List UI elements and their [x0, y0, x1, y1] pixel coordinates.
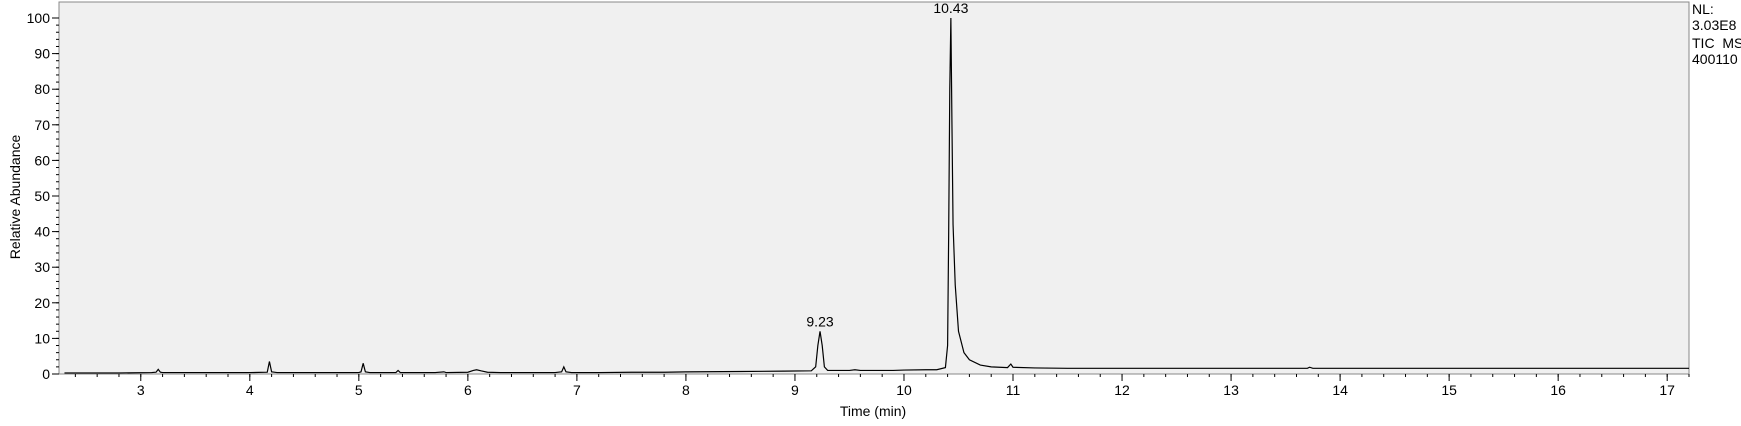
- nl-label: NL:: [1692, 1, 1714, 17]
- y-tick-label: 20: [34, 295, 50, 311]
- side-info-panel: NL: 3.03E8 TIC MS 400110: [1692, 1, 1741, 67]
- y-tick-label: 30: [34, 259, 50, 275]
- y-tick-label: 10: [34, 330, 50, 346]
- x-tick-label: 14: [1332, 382, 1348, 398]
- scan-filter: TIC MS: [1692, 35, 1741, 51]
- x-tick-label: 13: [1223, 382, 1239, 398]
- x-tick-label: 10: [896, 382, 912, 398]
- y-tick-label: 80: [34, 81, 50, 97]
- y-tick-label: 60: [34, 152, 50, 168]
- x-tick-label: 9: [791, 382, 799, 398]
- x-tick-label: 4: [246, 382, 254, 398]
- x-axis: 3 4 5 6 7 8 9 10 11 12 13 14 15 16 17: [137, 374, 1675, 398]
- x-tick-label: 6: [464, 382, 472, 398]
- x-axis-title: Time (min): [840, 403, 906, 419]
- y-axis-title: Relative Abundance: [7, 135, 23, 260]
- y-tick-label: 70: [34, 117, 50, 133]
- nl-value: 3.03E8: [1692, 17, 1737, 33]
- plot-area: [58, 1, 1690, 375]
- x-tick-label: 3: [137, 382, 145, 398]
- file-id: 400110: [1692, 51, 1738, 67]
- x-tick-label: 15: [1441, 382, 1457, 398]
- y-tick-label: 50: [34, 188, 50, 204]
- y-axis: 0 10 20 30 40 50 60 70 80 90 100: [27, 10, 59, 382]
- y-tick-label: 100: [27, 10, 51, 26]
- x-tick-label: 8: [682, 382, 690, 398]
- x-tick-label: 16: [1550, 382, 1566, 398]
- peak-label: 10.43: [933, 0, 968, 16]
- x-tick-label: 7: [573, 382, 581, 398]
- x-tick-label: 11: [1006, 382, 1021, 398]
- tic-trace-line: [64, 17, 1689, 374]
- peak-label: 9.23: [806, 313, 833, 329]
- y-tick-label: 90: [34, 46, 50, 62]
- x-tick-label: 12: [1114, 382, 1130, 398]
- y-tick-label: 0: [42, 366, 50, 382]
- x-tick-label: 5: [355, 382, 363, 398]
- y-tick-label: 40: [34, 224, 50, 240]
- x-tick-label: 17: [1659, 382, 1675, 398]
- peak-labels: 9.23 10.43: [806, 0, 968, 329]
